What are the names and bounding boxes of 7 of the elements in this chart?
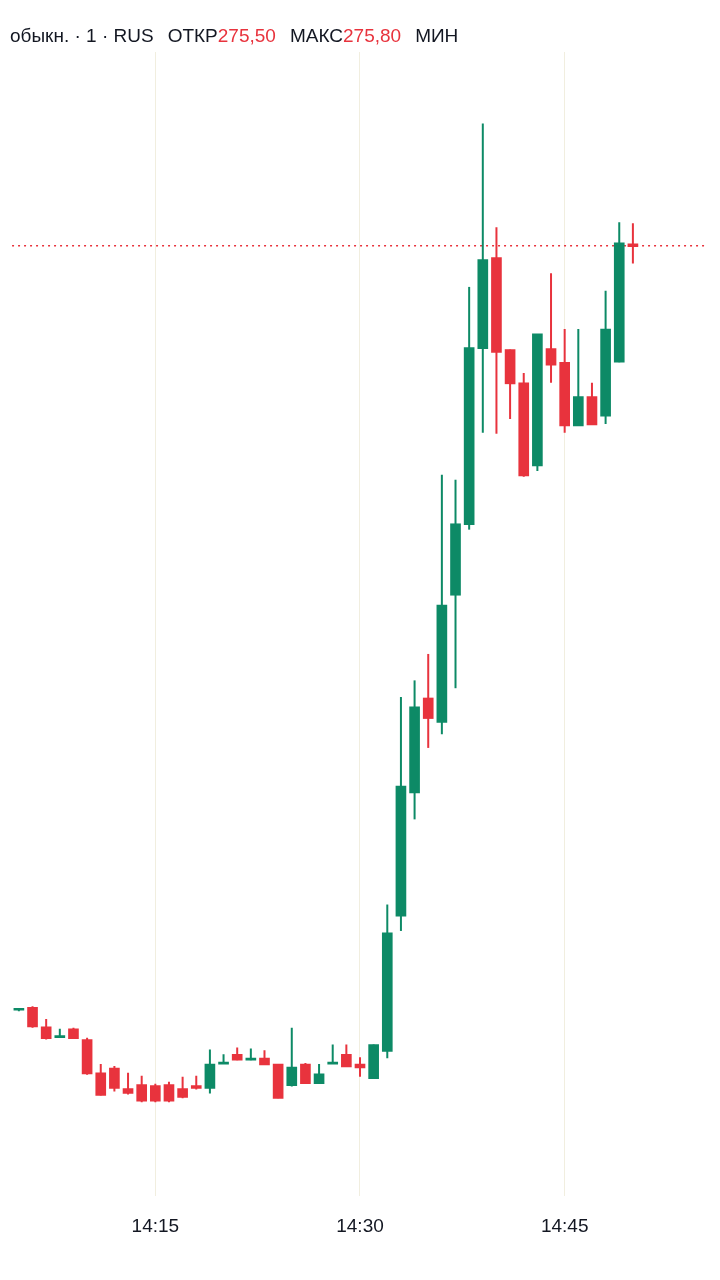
text: МИН: [415, 25, 459, 46]
text: МАКС275,80: [289, 25, 402, 46]
x-tick-label: 14:30: [336, 1214, 384, 1236]
chart-title: обыкн. · 1 · RUS: [10, 25, 154, 46]
x-tick-label: 14:15: [131, 1214, 180, 1236]
x-tick-label: 14:45: [540, 1214, 589, 1236]
text: ОТКР275,50: [167, 25, 276, 46]
